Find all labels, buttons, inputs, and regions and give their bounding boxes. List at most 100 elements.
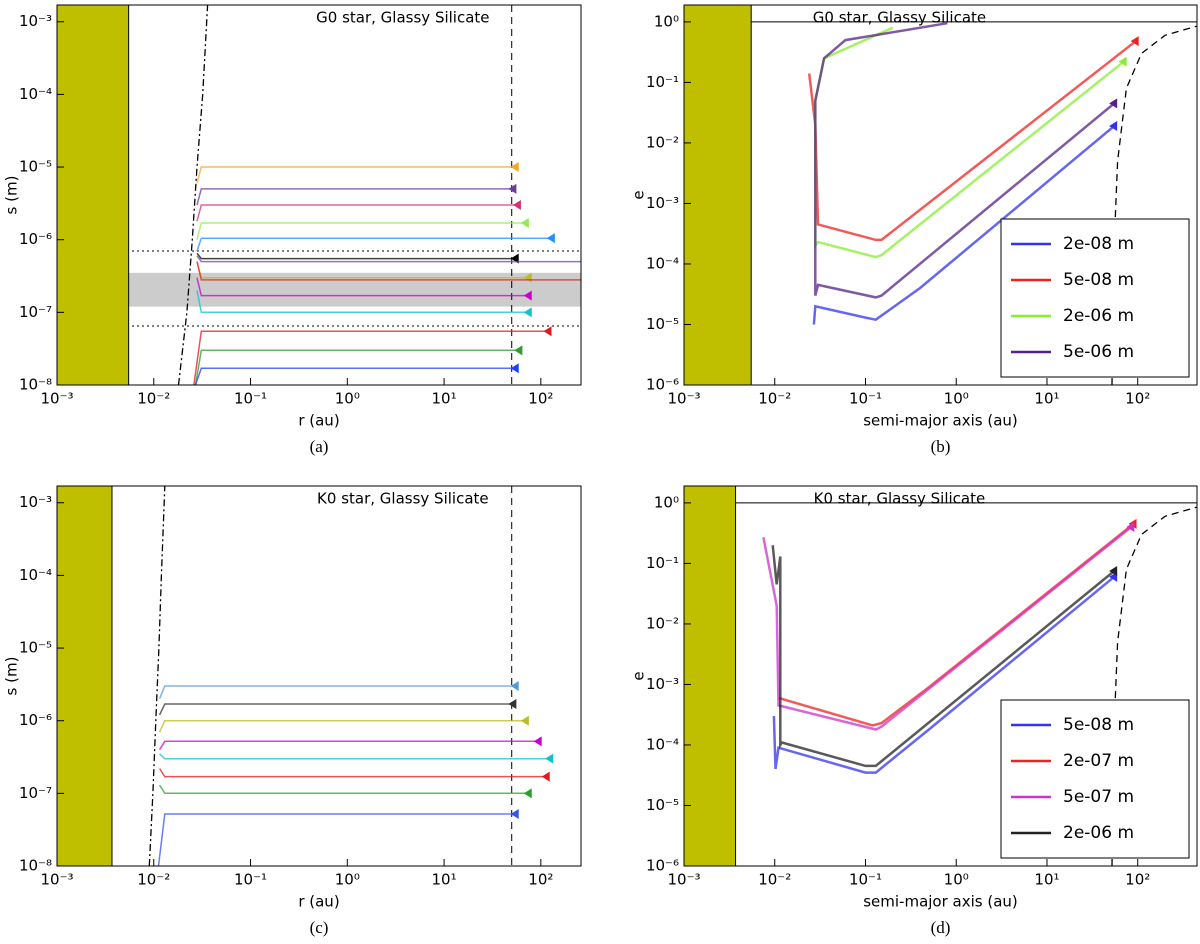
series-line xyxy=(158,740,539,750)
y-tick-label: 10⁻⁶ xyxy=(646,857,679,875)
y-tick-label: 10⁻⁸ xyxy=(19,857,52,875)
panel: 10⁻³ 10⁻² 10⁻¹ 10⁰ 10¹ 10² 10⁻⁸ 10⁻⁷ 10⁻⁶ 10⁻⁵ 10⁻… xyxy=(3,485,582,937)
axes-frame xyxy=(683,485,1198,867)
y-tick-label: 10⁻⁵ xyxy=(19,158,52,176)
series-line xyxy=(157,813,516,866)
end-marker xyxy=(510,162,519,173)
y-tick-label: 10⁻³ xyxy=(19,12,52,30)
end-marker xyxy=(514,345,523,356)
y-axis-label: e xyxy=(630,671,648,680)
legend-label: 2e-08 m xyxy=(1063,234,1134,254)
y-tick-label: 10⁻² xyxy=(646,133,679,151)
series-line xyxy=(196,261,581,281)
y-tick-label: 10⁻⁴ xyxy=(646,254,679,272)
x-tick-label: 10² xyxy=(1125,871,1150,889)
y-tick-label: 10⁻¹ xyxy=(646,554,679,572)
x-tick-label: 10⁻² xyxy=(137,871,170,889)
x-tick-label: 10⁻³ xyxy=(40,390,73,408)
series-line xyxy=(196,237,552,252)
x-tick-label: 10² xyxy=(528,390,553,408)
y-tick-label: 10⁻⁴ xyxy=(19,566,52,584)
star-region xyxy=(684,5,752,385)
legend-label: 5e-08 m xyxy=(1063,715,1134,735)
series-line xyxy=(158,784,529,795)
legend-label: 5e-08 m xyxy=(1063,270,1134,290)
plot-area xyxy=(57,486,554,866)
axes-frame xyxy=(683,4,1198,386)
end-marker xyxy=(508,698,517,709)
y-tick-label: 10⁻⁷ xyxy=(19,303,52,321)
legend-label: 2e-06 m xyxy=(1063,823,1134,843)
plot-area xyxy=(57,5,581,385)
band xyxy=(57,272,581,307)
x-tick-label: 10⁻¹ xyxy=(849,390,882,408)
series-line xyxy=(196,188,514,206)
x-tick-label: 10⁰ xyxy=(944,390,969,408)
x-tick-label: 10⁻³ xyxy=(667,390,700,408)
series-line xyxy=(812,125,1116,325)
y-axis-label: s (m) xyxy=(3,176,21,215)
series-line xyxy=(778,522,1135,727)
y-tick-label: 10⁻³ xyxy=(19,493,52,511)
series-line xyxy=(771,545,1115,768)
series-line xyxy=(196,166,516,184)
series-line xyxy=(196,277,529,297)
legend-label: 2e-07 m xyxy=(1063,751,1134,771)
y-tick-label: 10⁻⁵ xyxy=(646,796,679,814)
y-tick-label: 10⁻⁴ xyxy=(646,735,679,753)
series-line xyxy=(814,21,1115,299)
x-axis-label: semi-major axis (au) xyxy=(863,893,1018,911)
series-line xyxy=(148,486,166,866)
y-tick-label: 10⁻⁸ xyxy=(19,376,52,394)
x-tick-label: 10⁰ xyxy=(335,871,360,889)
y-tick-label: 10⁻³ xyxy=(646,675,679,693)
end-marker xyxy=(541,771,550,782)
legend-box xyxy=(1000,218,1190,378)
end-marker xyxy=(1130,36,1139,47)
x-tick-label: 10¹ xyxy=(1034,390,1059,408)
x-tick-label: 10² xyxy=(528,871,553,889)
x-tick-label: 10⁰ xyxy=(944,871,969,889)
series-line xyxy=(196,222,526,240)
y-axis-label: e xyxy=(630,190,648,199)
y-tick-label: 10⁻⁴ xyxy=(19,85,52,103)
series-line xyxy=(807,40,1137,242)
y-tick-label: 10⁻¹ xyxy=(646,73,679,91)
x-tick-label: 10⁻¹ xyxy=(234,871,267,889)
x-tick-label: 10¹ xyxy=(432,390,457,408)
end-marker xyxy=(523,307,532,318)
y-tick-label: 10⁻³ xyxy=(646,194,679,212)
chart-title: K0 star, Glassy Silicate xyxy=(317,490,489,508)
panel: 10⁻³ 10⁻² 10⁻¹ 10⁰ 10¹ 10² 10⁻⁶ 10⁻⁵ 10⁻⁴ 10⁻³ 10⁻… xyxy=(630,485,1198,937)
y-tick-label: 10⁻⁵ xyxy=(19,639,52,657)
caption: (a) xyxy=(310,437,329,456)
series-line xyxy=(196,204,518,222)
series-line xyxy=(194,367,516,385)
end-marker xyxy=(510,681,519,692)
x-tick-label: 10⁻² xyxy=(758,390,791,408)
end-marker xyxy=(512,200,521,211)
x-axis-label: r (au) xyxy=(298,412,339,430)
panel: 10⁻³ 10⁻² 10⁻¹ 10⁰ 10¹ 10² 10⁻⁸ 10⁻⁷ 10⁻⁶ 10⁻⁵ 10⁻… xyxy=(3,4,582,456)
caption: (c) xyxy=(310,918,329,937)
x-tick-label: 10⁻² xyxy=(758,871,791,889)
plot-area xyxy=(684,486,1197,866)
y-tick-label: 10⁻⁶ xyxy=(19,230,52,248)
end-marker xyxy=(523,788,532,799)
panel: 10⁻³ 10⁻² 10⁻¹ 10⁰ 10¹ 10² 10⁻⁶ 10⁻⁵ 10⁻⁴ 10⁻³ 10⁻… xyxy=(630,4,1198,456)
series-line xyxy=(158,703,514,716)
legend-label: 5e-06 m xyxy=(1063,342,1134,362)
x-tick-label: 10⁻¹ xyxy=(234,390,267,408)
end-marker xyxy=(1109,121,1118,132)
end-marker xyxy=(523,290,532,301)
x-axis-label: r (au) xyxy=(298,893,339,911)
end-marker xyxy=(510,808,519,819)
series-line xyxy=(159,753,551,760)
x-axis-label: semi-major axis (au) xyxy=(863,412,1018,430)
legend-box xyxy=(1000,699,1190,859)
x-tick-label: 10² xyxy=(1125,390,1150,408)
caption: (b) xyxy=(931,437,951,456)
series-line xyxy=(194,349,520,385)
legend-label: 5e-07 m xyxy=(1063,787,1134,807)
